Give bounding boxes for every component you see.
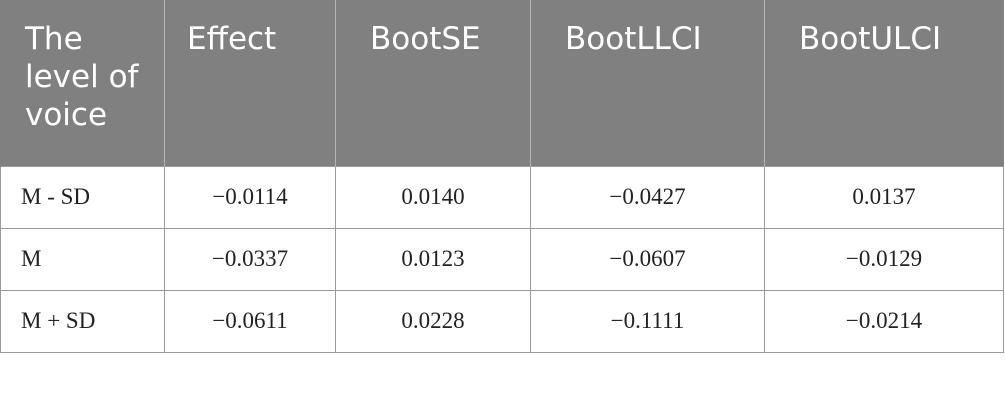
row-label: M: [0, 227, 165, 291]
results-table: The level of voice Effect BootSE BootLLC…: [0, 0, 1004, 353]
table-row: M −0.0337 0.0123 −0.0607 −0.0129: [0, 227, 1004, 291]
header-bootse: BootSE: [335, 0, 531, 166]
bootulci-cell: −0.0129: [764, 227, 1004, 291]
table-row: M + SD −0.0611 0.0228 −0.1111 −0.0214: [0, 289, 1004, 353]
bootllci-cell: −0.1111: [530, 289, 765, 353]
bootse-cell: 0.0140: [335, 165, 531, 229]
header-row: The level of voice Effect BootSE BootLLC…: [0, 0, 1004, 166]
header-bootllci: BootLLCI: [530, 0, 765, 166]
row-label: M + SD: [0, 289, 165, 353]
bootulci-cell: −0.0214: [764, 289, 1004, 353]
header-effect: Effect: [164, 0, 336, 166]
bootulci-cell: 0.0137: [764, 165, 1004, 229]
bootse-cell: 0.0228: [335, 289, 531, 353]
table-row: M - SD −0.0114 0.0140 −0.0427 0.0137: [0, 165, 1004, 229]
effect-cell: −0.0611: [164, 289, 336, 353]
row-label: M - SD: [0, 165, 165, 229]
effect-cell: −0.0337: [164, 227, 336, 291]
header-bootulci: BootULCI: [764, 0, 1004, 166]
bootllci-cell: −0.0427: [530, 165, 765, 229]
bootse-cell: 0.0123: [335, 227, 531, 291]
effect-cell: −0.0114: [164, 165, 336, 229]
bootllci-cell: −0.0607: [530, 227, 765, 291]
header-level-of-voice: The level of voice: [0, 0, 165, 166]
